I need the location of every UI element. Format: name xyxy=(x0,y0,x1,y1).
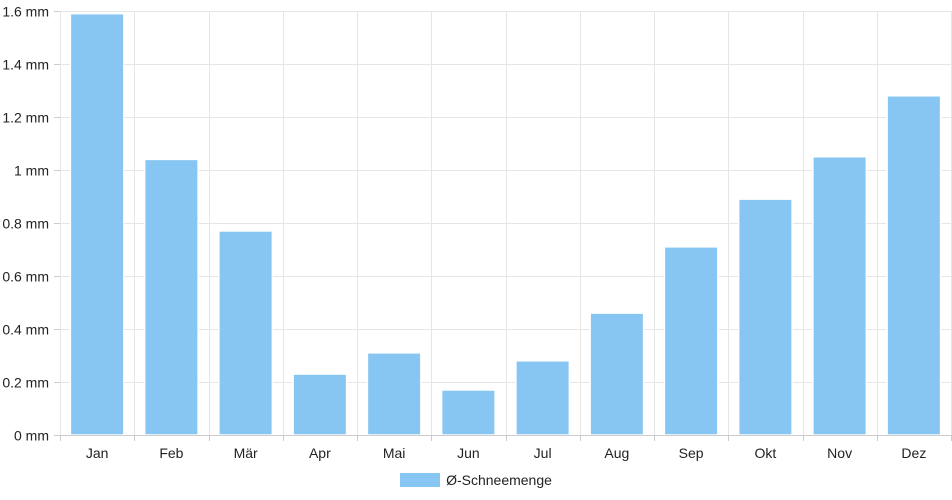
legend-label: Ø-Schneemenge xyxy=(446,472,552,488)
bar-feb[interactable] xyxy=(143,158,199,436)
legend-swatch xyxy=(400,473,441,487)
x-tick-label: Okt xyxy=(754,445,776,461)
bar-dez[interactable] xyxy=(886,95,942,436)
bar-nov[interactable] xyxy=(812,156,868,436)
y-tick-label: 1.2 mm xyxy=(2,110,49,126)
y-tick-label: 0.4 mm xyxy=(2,322,49,338)
y-tick-label: 0.6 mm xyxy=(2,269,49,285)
x-tick-label: Sep xyxy=(679,445,704,461)
bar-okt[interactable] xyxy=(737,198,793,436)
legend[interactable]: Ø-Schneemenge xyxy=(0,472,952,488)
bar-aug[interactable] xyxy=(589,312,645,436)
y-tick-label: 0 mm xyxy=(14,428,49,444)
y-tick-label: 1.6 mm xyxy=(2,4,49,20)
x-tick-label: Apr xyxy=(309,445,331,461)
x-tick-label: Feb xyxy=(159,445,183,461)
y-tick-label: 1 mm xyxy=(14,163,49,179)
x-tick-labels: Jan Feb Mär Apr Mai Jun Jul Aug Sep Okt Nov Dez xyxy=(86,445,926,461)
y-tick-labels: 0 mm 0.2 mm 0.4 mm 0.6 mm 0.8 mm 1 mm 1.2 mm 1.… xyxy=(2,4,49,444)
y-tick-label: 0.8 mm xyxy=(2,216,49,232)
x-tick-label: Aug xyxy=(604,445,629,461)
x-tick-label: Mai xyxy=(383,445,406,461)
bar-mär[interactable] xyxy=(218,230,274,436)
bar-chart: 0 mm 0.2 mm 0.4 mm 0.6 mm 0.8 mm 1 mm 1.2 mm 1.… xyxy=(2,4,952,461)
x-tick-label: Jan xyxy=(86,445,109,461)
bars xyxy=(69,12,942,436)
axes xyxy=(54,11,952,441)
x-tick-label: Nov xyxy=(827,445,852,461)
bar-jan[interactable] xyxy=(69,12,125,436)
x-tick-label: Mär xyxy=(234,445,258,461)
bar-apr[interactable] xyxy=(292,373,348,436)
bar-jun[interactable] xyxy=(440,389,496,436)
x-tick-label: Dez xyxy=(901,445,926,461)
bar-mai[interactable] xyxy=(366,352,422,436)
bar-jul[interactable] xyxy=(515,360,571,436)
y-tick-label: 1.4 mm xyxy=(2,57,49,73)
y-tick-label: 0.2 mm xyxy=(2,375,49,391)
bar-sep[interactable] xyxy=(663,246,719,436)
x-tick-label: Jun xyxy=(457,445,480,461)
x-tick-label: Jul xyxy=(534,445,552,461)
